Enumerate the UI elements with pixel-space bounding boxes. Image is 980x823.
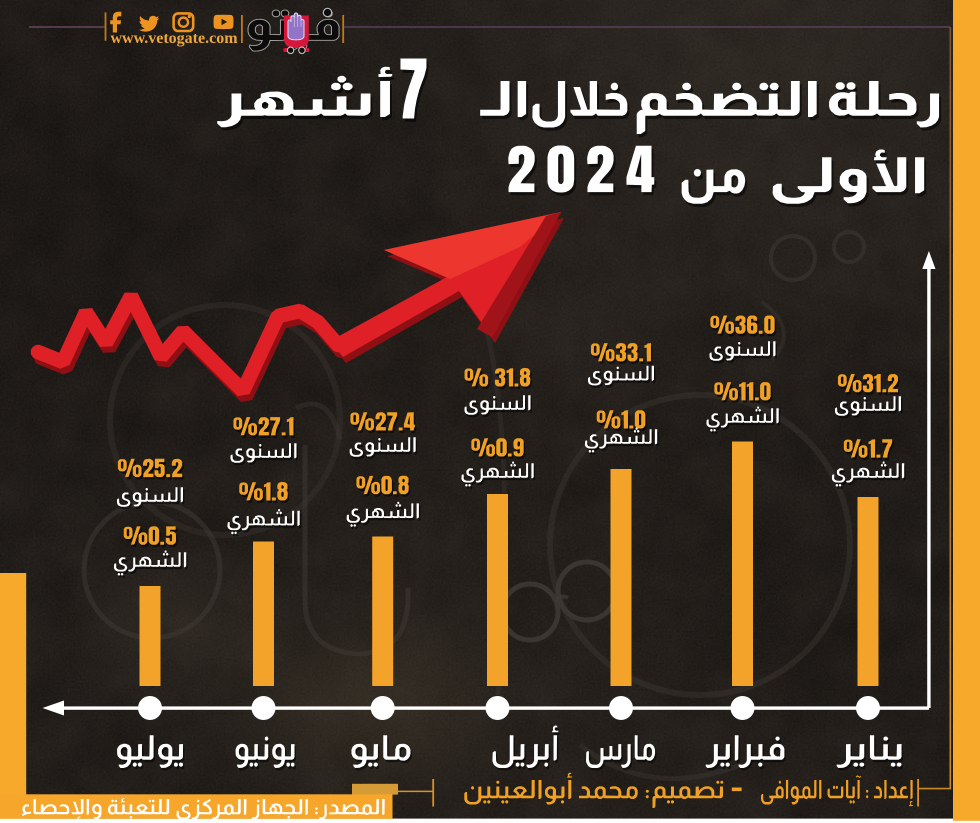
svg-text:www.vetogate.com: www.vetogate.com xyxy=(110,30,238,47)
